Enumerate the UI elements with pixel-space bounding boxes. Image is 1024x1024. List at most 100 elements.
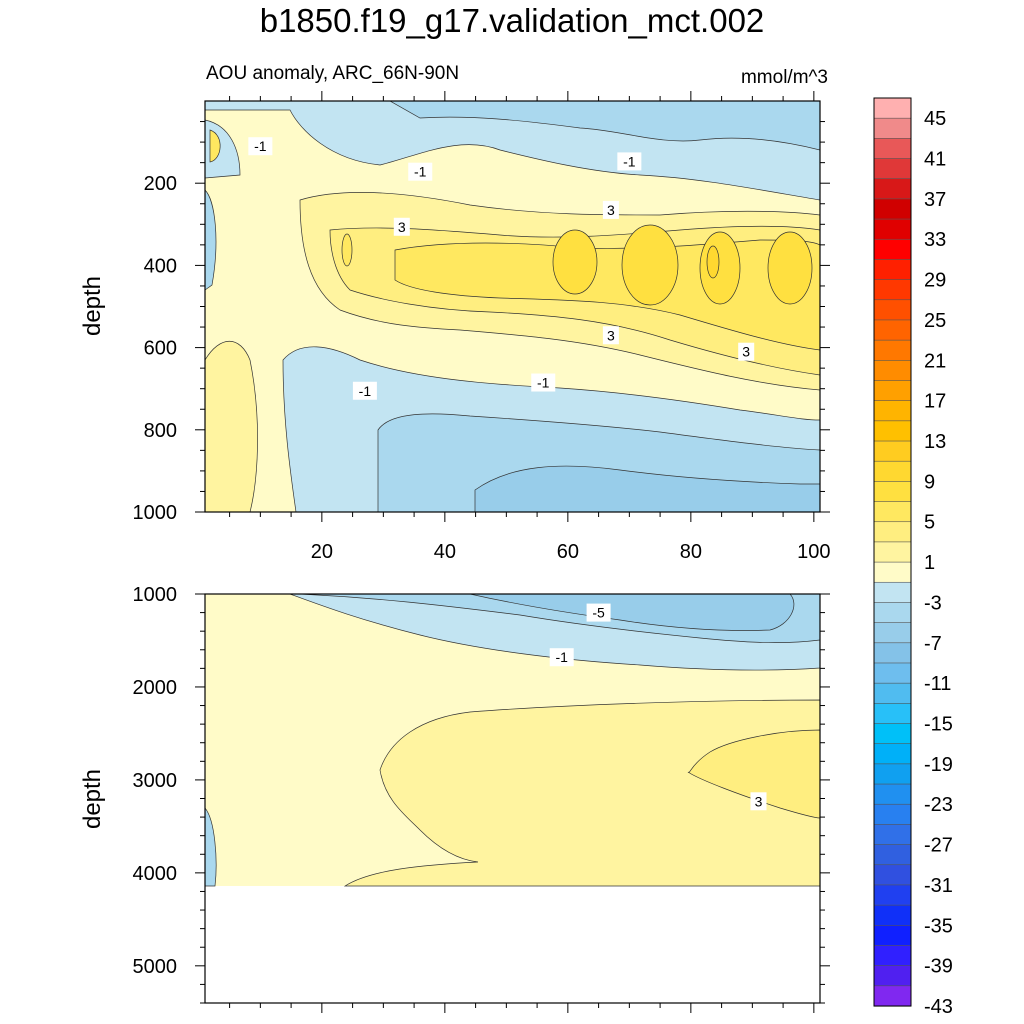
colorbar-swatch — [873, 924, 912, 947]
colorbar-label: 41 — [924, 149, 946, 171]
colorbar-swatch — [873, 844, 912, 866]
x-tick-label: 60 — [557, 541, 579, 563]
y-tick-label: 400 — [144, 255, 177, 277]
colorbar-swatch — [873, 985, 912, 1007]
colorbar-swatch — [873, 803, 912, 826]
colorbar-label: 5 — [924, 512, 935, 534]
colorbar-label: 13 — [924, 431, 946, 453]
colorbar-label: -35 — [924, 915, 953, 937]
x-tick-label: 20 — [311, 541, 333, 563]
colorbar-swatch — [873, 763, 912, 785]
upper-contour-fill — [205, 101, 820, 512]
colorbar-swatch — [873, 279, 912, 301]
colorbar-labels: 45 41 37 33 29 25 21 17 13 9 5 1 -3 -7 -11 -15 -19 -23 -27… — [924, 108, 953, 1018]
contour-label: 3 — [742, 344, 750, 360]
colorbar-swatch — [873, 178, 912, 200]
colorbar-swatch — [873, 945, 912, 967]
contour-label-box — [531, 373, 556, 392]
y-tick-label: 2000 — [133, 677, 178, 699]
chart-subtitle: AOU anomaly, ARC_66N-90N — [206, 63, 460, 84]
contour-label-box — [393, 217, 410, 236]
colorbar-swatch — [873, 259, 912, 281]
contour-label-box — [602, 200, 619, 219]
colorbar-label: 1 — [924, 552, 935, 574]
colorbar-swatch — [873, 904, 912, 926]
colorbar-swatch — [873, 238, 912, 261]
colorbar-swatch — [873, 501, 912, 523]
colorbar-swatch — [873, 460, 912, 482]
colorbar-swatch — [873, 339, 912, 361]
lower-y-tick-labels: 1000 2000 3000 4000 5000 — [133, 584, 178, 978]
colorbar-swatch — [873, 400, 912, 422]
colorbar-label: 9 — [924, 471, 935, 493]
colorbar-swatch — [873, 117, 912, 139]
colorbar-swatch — [873, 703, 912, 725]
upper-x-tick-labels: 20 40 60 80 100 — [311, 541, 831, 563]
lower-contour-labels: -5 -1 3 — [549, 603, 767, 811]
y-tick-label: 200 — [144, 173, 177, 195]
colorbar-label: -23 — [924, 794, 953, 816]
upper-y-axis-title: depth — [79, 276, 106, 336]
contour-label: -1 — [254, 138, 267, 154]
colorbar-swatch — [873, 743, 912, 765]
contour-label-box — [352, 381, 377, 400]
colorbar-label: -43 — [924, 996, 953, 1018]
colorbar-swatch — [873, 864, 912, 886]
colorbar-label: -27 — [924, 835, 953, 857]
colorbar-swatch — [873, 138, 912, 160]
contour-label-box — [408, 162, 433, 181]
x-tick-label: 100 — [797, 541, 830, 563]
contour-label: -1 — [359, 383, 372, 399]
lower-contour-fill — [205, 594, 820, 1003]
colorbar-label: -3 — [924, 592, 942, 614]
colorbar-swatch — [873, 481, 912, 503]
contour-label-box — [248, 137, 273, 156]
colorbar-label: 37 — [924, 189, 946, 211]
upper-axis-ticks — [195, 91, 830, 522]
colorbar-label: 25 — [924, 310, 946, 332]
lower-axis-ticks — [195, 593, 830, 1013]
colorbar-swatch — [873, 97, 912, 119]
colorbar — [873, 97, 912, 1007]
colorbar-swatch — [873, 581, 912, 604]
colorbar-label: -31 — [924, 875, 953, 897]
colorbar-swatch — [873, 218, 912, 240]
contour-label: 3 — [398, 219, 406, 235]
y-tick-label: 3000 — [133, 770, 178, 792]
y-tick-label: 800 — [144, 420, 177, 442]
contour-label-box — [738, 342, 755, 361]
x-tick-label: 80 — [680, 541, 702, 563]
colorbar-swatch — [873, 561, 912, 583]
colorbar-label: 17 — [924, 391, 946, 413]
colorbar-swatch — [873, 642, 912, 664]
colorbar-swatch — [873, 965, 912, 987]
colorbar-swatch — [873, 198, 912, 220]
colorbar-label: 45 — [924, 108, 946, 130]
colorbar-swatch — [873, 319, 912, 341]
lower-panel: -5 -1 3 1000 2000 3000 4000 5000 depth — [79, 584, 830, 1013]
y-tick-label: 1000 — [133, 584, 178, 606]
colorbar-swatch — [873, 662, 912, 684]
colorbar-label: -7 — [924, 633, 942, 655]
chart-title: b1850.f19_g17.validation_mct.002 — [259, 2, 765, 39]
y-tick-label: 1000 — [133, 502, 178, 524]
contour-label: 3 — [607, 327, 615, 343]
colorbar-label: -19 — [924, 754, 953, 776]
colorbar-swatch — [873, 158, 912, 180]
colorbar-swatch — [873, 360, 912, 382]
contour-label: -1 — [555, 649, 568, 665]
upper-contour-labels: -1 -1 -1 3 3 3 3 -1 -1 — [248, 137, 755, 400]
contour-label: -1 — [537, 375, 550, 391]
colorbar-swatch — [873, 884, 912, 906]
units-label: mmol/m^3 — [740, 67, 828, 88]
colorbar-label: 33 — [924, 229, 946, 251]
contour-label-box — [549, 648, 574, 667]
upper-panel: -1 -1 -1 3 3 3 3 -1 -1 20 40 60 80 100 200 400 600 800 1… — [79, 91, 831, 563]
colorbar-label: -39 — [924, 956, 953, 978]
contour-label-box — [602, 326, 619, 345]
contour-label: 3 — [755, 793, 763, 809]
contour-label-box — [586, 603, 611, 622]
upper-y-tick-labels: 200 400 600 800 1000 — [133, 173, 178, 524]
colorbar-swatch — [873, 783, 912, 805]
